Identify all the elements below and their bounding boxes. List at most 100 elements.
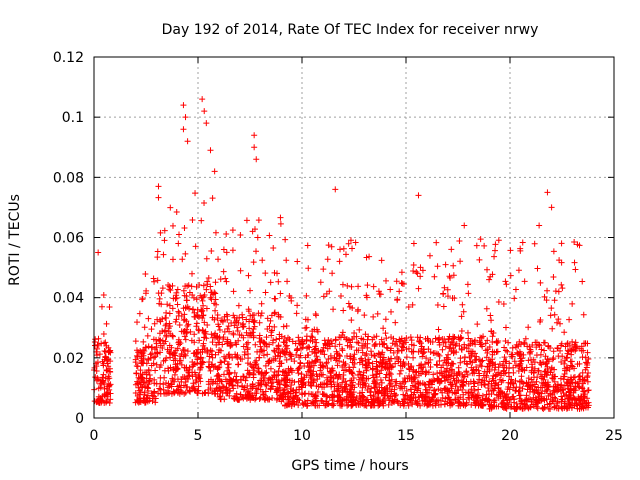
data-point — [142, 399, 149, 406]
data-point — [533, 344, 540, 351]
data-point — [194, 390, 201, 397]
data-point — [182, 336, 189, 343]
data-point — [97, 380, 104, 387]
data-point — [571, 402, 578, 409]
data-point — [263, 369, 270, 376]
data-point — [538, 346, 545, 353]
chart-title: Day 192 of 2014, Rate Of TEC Index for r… — [162, 22, 539, 38]
data-point — [558, 240, 565, 247]
data-point — [243, 217, 250, 224]
data-point — [442, 261, 449, 268]
data-point — [425, 359, 432, 366]
data-point — [537, 279, 544, 286]
data-point — [486, 397, 493, 404]
data-point — [465, 389, 472, 396]
data-point — [392, 360, 399, 367]
data-point — [194, 312, 201, 319]
data-point — [446, 344, 453, 351]
data-point — [224, 386, 231, 393]
data-point — [541, 339, 548, 346]
data-point — [501, 354, 508, 361]
data-point — [533, 396, 540, 403]
data-point — [504, 394, 511, 401]
data-point — [103, 357, 110, 364]
data-point — [271, 348, 278, 355]
data-point — [151, 320, 158, 327]
data-point — [349, 394, 356, 401]
data-point — [433, 361, 440, 368]
data-point — [515, 388, 522, 395]
data-point — [105, 373, 112, 380]
data-point — [502, 358, 509, 365]
data-point — [216, 373, 223, 380]
data-point — [193, 296, 200, 303]
data-point — [215, 256, 222, 263]
data-point — [224, 325, 231, 332]
y-axis-label: ROTI / TECUs — [7, 194, 23, 286]
data-point — [564, 350, 571, 357]
data-point — [436, 358, 443, 365]
data-point — [416, 338, 423, 345]
data-point — [447, 345, 454, 352]
data-point — [206, 359, 213, 366]
data-point — [450, 360, 457, 367]
data-point — [299, 344, 306, 351]
data-point — [442, 343, 449, 350]
data-point — [303, 338, 310, 345]
data-point — [320, 266, 327, 273]
data-point — [444, 293, 451, 300]
data-point — [310, 368, 317, 375]
data-point — [401, 375, 408, 382]
data-point — [481, 377, 488, 384]
data-point — [410, 391, 417, 398]
data-point — [245, 351, 252, 358]
data-point — [152, 353, 159, 360]
data-point — [379, 341, 386, 348]
data-point — [413, 368, 420, 375]
data-point — [254, 234, 261, 241]
data-point — [174, 383, 181, 390]
data-point — [216, 327, 223, 334]
data-point — [539, 373, 546, 380]
data-point — [534, 399, 541, 406]
data-point — [192, 243, 199, 250]
data-point — [439, 335, 446, 342]
data-point — [150, 354, 157, 361]
data-point — [242, 377, 249, 384]
data-point — [173, 289, 180, 296]
data-point — [503, 390, 510, 397]
data-point — [506, 386, 513, 393]
data-point — [371, 352, 378, 359]
data-point — [204, 348, 211, 355]
data-point — [327, 368, 334, 375]
data-point — [582, 340, 589, 347]
data-point — [488, 391, 495, 397]
data-point — [434, 301, 441, 308]
data-point — [547, 312, 554, 319]
data-point — [304, 242, 311, 249]
data-point — [367, 392, 374, 399]
data-point — [209, 339, 216, 346]
data-point — [544, 287, 551, 294]
data-point — [230, 395, 237, 402]
data-point — [525, 357, 532, 364]
data-point — [551, 388, 558, 395]
data-point — [436, 334, 443, 341]
data-point — [200, 282, 207, 289]
data-point — [288, 381, 295, 388]
data-point — [453, 349, 460, 356]
data-point — [262, 270, 269, 277]
data-point — [427, 398, 434, 405]
data-point — [408, 337, 415, 344]
data-point — [283, 323, 290, 330]
data-point — [431, 273, 438, 280]
data-point — [415, 380, 422, 387]
data-point — [317, 362, 324, 369]
data-point — [212, 279, 219, 286]
data-point — [441, 284, 448, 291]
data-point — [169, 333, 176, 340]
data-point — [517, 247, 524, 254]
data-point — [332, 186, 339, 193]
data-point — [256, 354, 263, 361]
data-point — [506, 360, 513, 367]
